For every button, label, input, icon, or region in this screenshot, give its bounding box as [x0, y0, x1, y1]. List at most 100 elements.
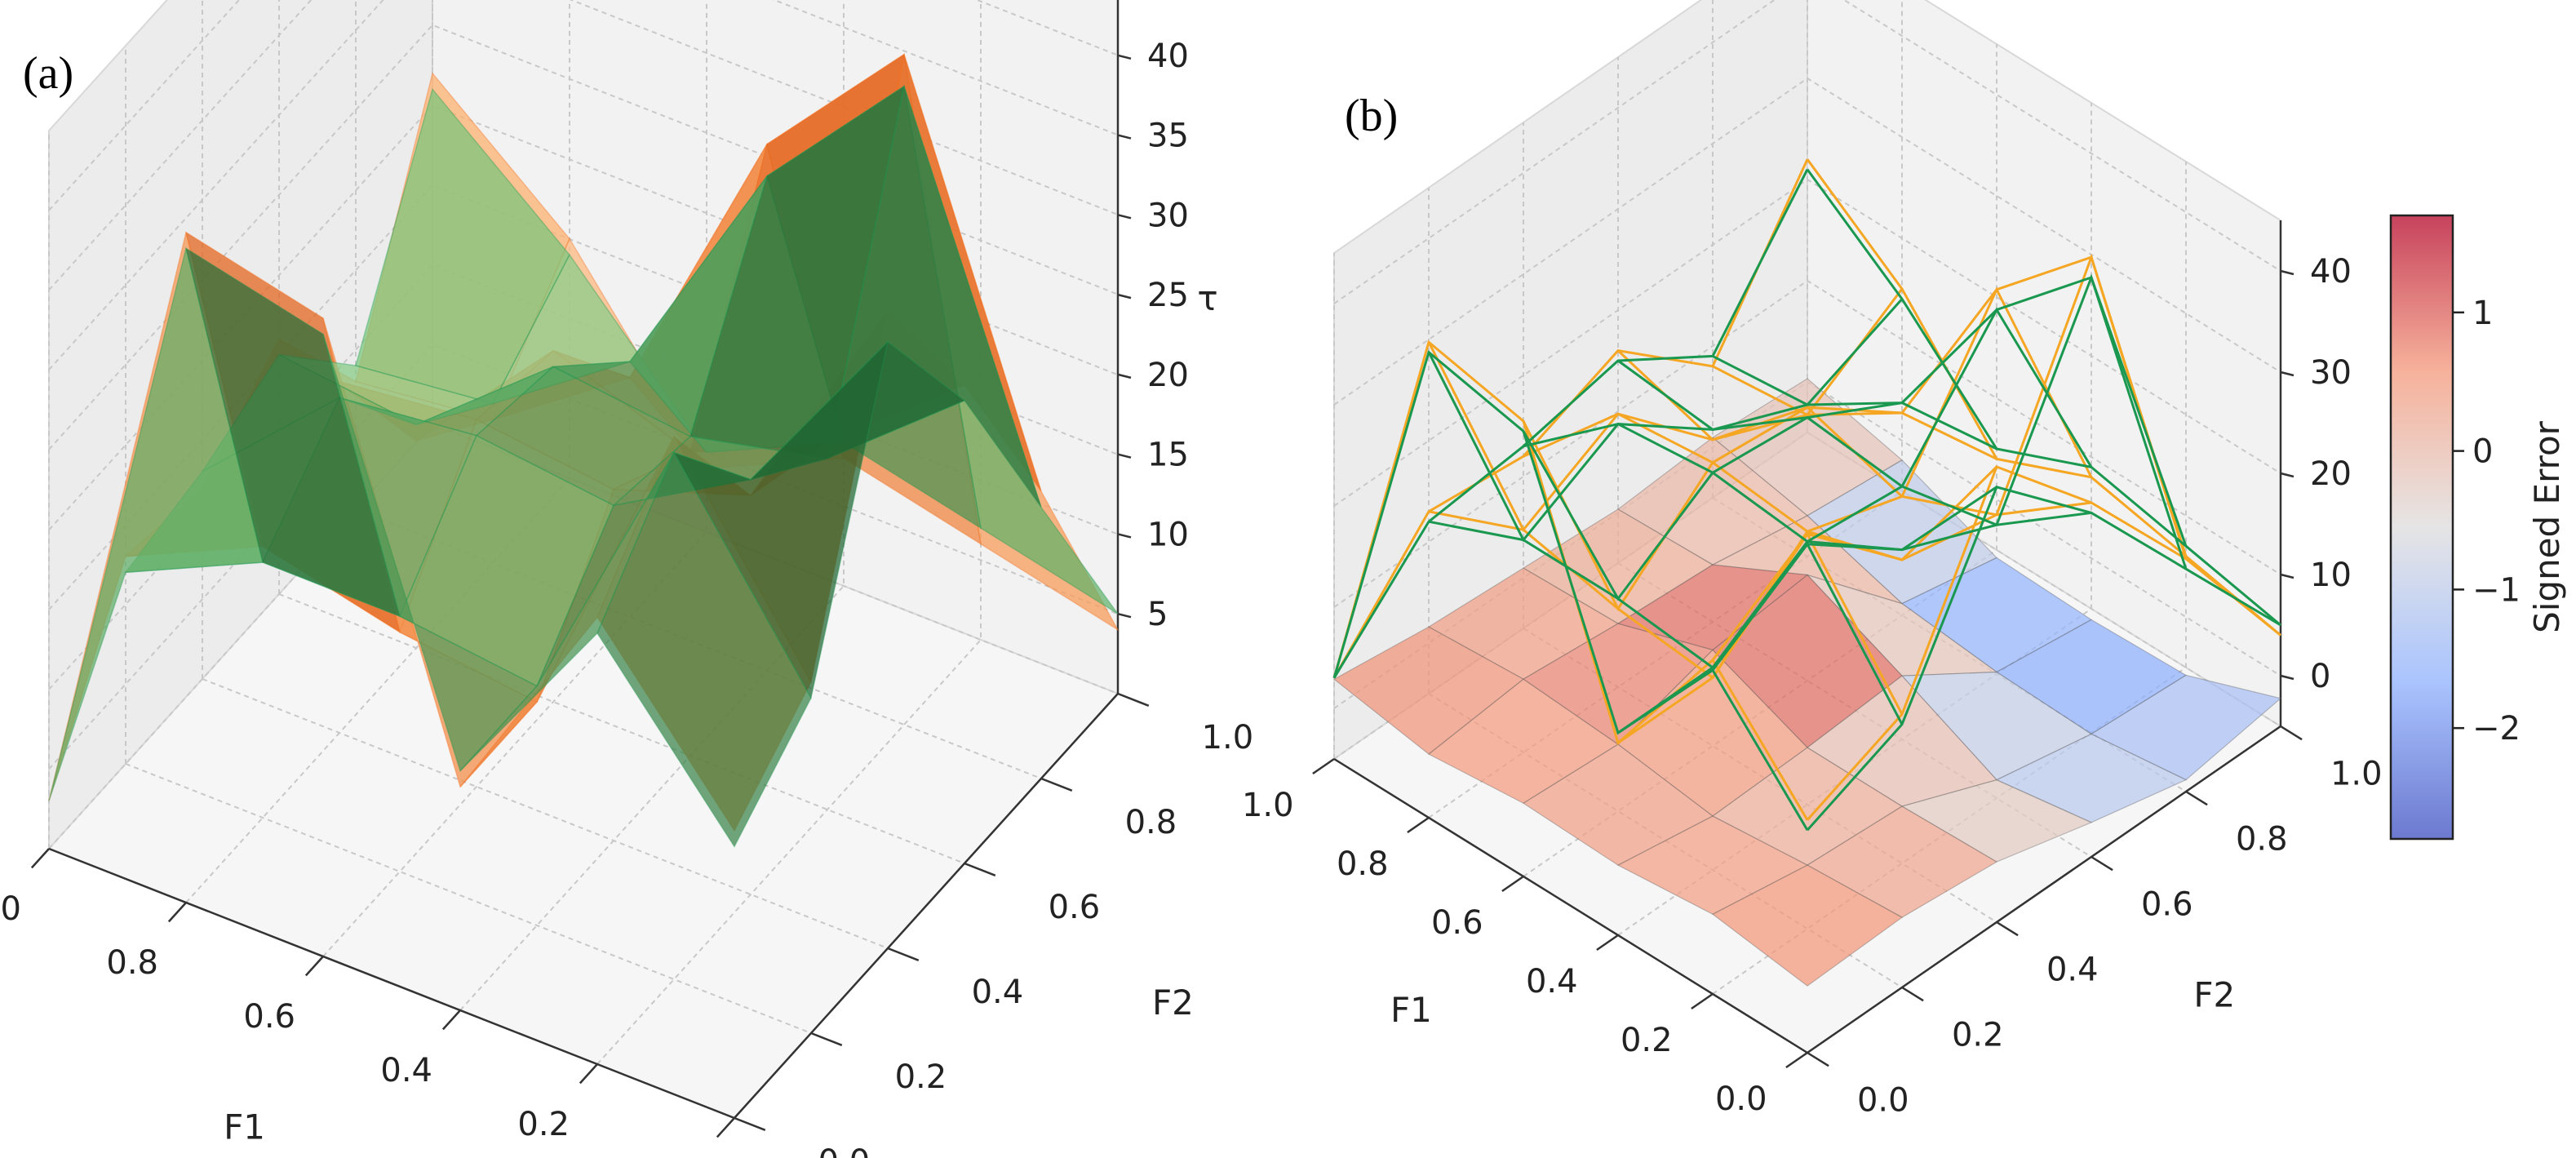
y-tick-mark: [1117, 692, 1150, 708]
z-tick-label: 10: [1147, 516, 1189, 553]
y-tick-mark: [1901, 986, 1924, 1002]
x-tick-mark: [716, 1117, 735, 1138]
z-tick-mark: [1117, 453, 1132, 459]
y-tick-mark: [810, 1032, 843, 1047]
x-tick-mark: [1785, 1051, 1808, 1069]
y-tick-mark: [734, 1116, 766, 1132]
x-tick-label: 0.8: [106, 944, 158, 982]
gridline-x-1: [185, 0, 570, 903]
panel-b-error-plot: 1.0 0.8 0.6 0.4 0.2 0.0 0.0 0.2 0.4 0.6 0.8 1.0 0 10 2…: [1242, 0, 2383, 1120]
z-tick-mark: [1117, 293, 1132, 299]
z-tick-label: 5: [1147, 596, 1168, 633]
y-axis-line: [1807, 725, 2281, 1054]
y-axis-line: [734, 693, 1119, 1119]
x-tick-mark: [441, 1009, 461, 1031]
y-tick-label: 0.2: [1952, 1017, 2004, 1054]
gridline-floor-y-2: [202, 678, 889, 949]
x-axis-label: F1: [1390, 990, 1432, 1030]
x-tick-label: 0.0: [1715, 1080, 1767, 1118]
x-tick-mark: [167, 902, 187, 923]
wire-line: [1522, 406, 1997, 612]
gridline-z-4: [1333, 0, 2281, 304]
z-tick-mark: [2280, 370, 2294, 377]
y-tick-label: 0.8: [2236, 821, 2288, 859]
wire-line: [1712, 276, 2188, 570]
gridline-z-6: [48, 0, 1119, 291]
wire-line: [1806, 158, 2281, 637]
y-tick-label: 0.0: [1857, 1082, 1909, 1120]
y-tick-label: 1.0: [1202, 719, 1254, 756]
y-tick-mark: [887, 947, 920, 962]
y-tick-label: 0.2: [895, 1058, 947, 1096]
wire-line: [1523, 423, 1997, 552]
y-tick-mark: [2280, 725, 2303, 741]
y-axis-label: F2: [2193, 975, 2235, 1015]
wire-line: [1806, 465, 2281, 821]
z-axis-label: τ: [1197, 278, 1217, 318]
z-tick-mark: [2280, 472, 2294, 478]
y-tick-label: 0.0: [818, 1143, 871, 1158]
x-axis-label: F1: [224, 1107, 265, 1147]
z-tick-label: 35: [1147, 118, 1189, 155]
z-tick-mark: [1117, 533, 1132, 539]
z-tick-label: 10: [2310, 557, 2352, 594]
y-tick-label: 0.8: [1125, 804, 1177, 841]
z-tick-mark: [1117, 214, 1132, 220]
x-axis-line: [48, 847, 735, 1120]
y-tick-mark: [1807, 1051, 1829, 1067]
signed-error-colorbar: 1 0 −1 −2 Signed Error: [2389, 214, 2567, 841]
x-tick-label: 0.2: [1621, 1022, 1673, 1059]
z-tick-mark: [1117, 134, 1132, 140]
colorbar-bar: [2389, 214, 2454, 841]
gridline-z-3: [1333, 77, 2281, 406]
gridline-x-2: [322, 0, 707, 957]
y-tick-label: 0.6: [2141, 886, 2193, 924]
x-tick-label: 0.4: [1526, 963, 1578, 1000]
panel-a-label: (a): [23, 48, 73, 99]
z-tick-mark: [1117, 373, 1132, 379]
gridline-x-0: [48, 0, 433, 850]
x-tick-label: 0.6: [1431, 904, 1483, 942]
wire-line: [1617, 359, 2092, 526]
x-tick-mark: [1407, 816, 1430, 834]
wire-line: [1332, 349, 1809, 831]
x-tick-mark: [1501, 875, 1524, 893]
y-tick-label: 1.0: [2330, 756, 2383, 793]
colorbar-tick-label: 0: [2472, 433, 2493, 471]
wire-line: [1522, 402, 1997, 601]
gridline-floor-y-1: [125, 763, 812, 1034]
z-tick-label: 15: [1147, 437, 1189, 474]
error-facet: [1711, 864, 1904, 987]
wire-line: [1617, 307, 2093, 734]
x-tick-label: 1.0: [1242, 787, 1294, 824]
z-tick-mark: [2280, 573, 2294, 579]
x-tick-mark: [1691, 992, 1714, 1010]
wire-line: [1332, 168, 1809, 679]
gridline-floor-y-3: [278, 593, 965, 864]
x-tick-label: 0.4: [380, 1052, 432, 1089]
z-tick-mark: [2280, 674, 2294, 681]
gridline-z-1: [1333, 279, 2281, 608]
y-tick-label: 0.6: [1049, 889, 1101, 926]
x-tick-mark: [579, 1063, 598, 1085]
colorbar-label: Signed Error: [2527, 420, 2567, 633]
wire-line: [1806, 486, 2281, 832]
y-tick-label: 0.4: [972, 974, 1024, 1011]
colorbar-tick-label: −2: [2472, 710, 2521, 748]
y-tick-mark: [1996, 921, 2019, 937]
z-tick-label: 0: [2310, 658, 2330, 695]
colorbar-tick-label: −1: [2472, 571, 2521, 609]
z-tick-label: 30: [2310, 354, 2352, 392]
x-tick-label: 1.0: [0, 890, 21, 928]
wireframe-predicted: [1332, 168, 2281, 832]
wire-line: [1427, 298, 1904, 543]
y-axis-label: F2: [1152, 983, 1194, 1023]
x-tick-label: 0.2: [517, 1106, 570, 1143]
wire-line: [1428, 510, 1904, 715]
wire-line: [1806, 168, 2281, 627]
wire-line: [1428, 520, 1904, 725]
wire-line: [1712, 255, 2188, 560]
z-tick-label: 40: [2310, 253, 2352, 291]
y-tick-mark: [964, 862, 996, 877]
